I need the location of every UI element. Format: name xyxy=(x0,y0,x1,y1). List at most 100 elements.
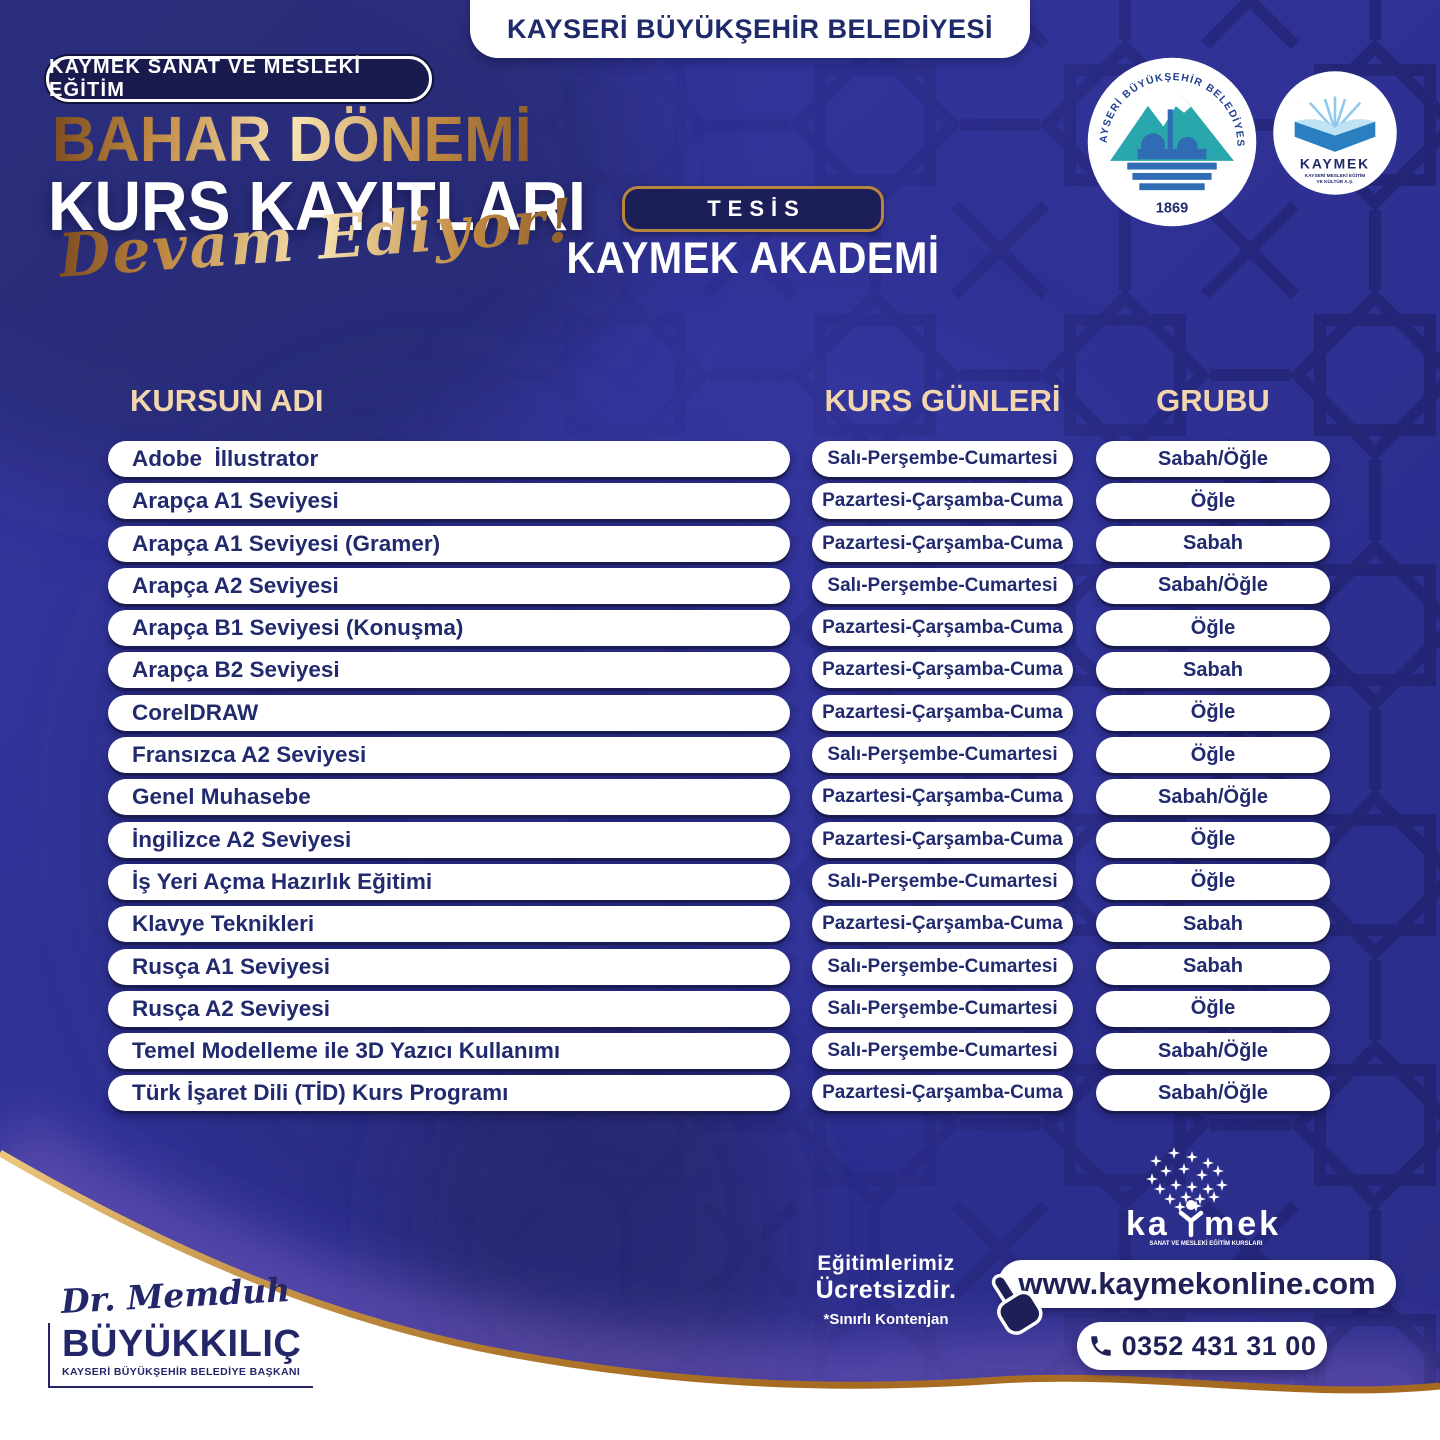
course-days: Pazartesi-Çarşamba-Cuma xyxy=(822,701,1063,723)
course-group-pill: Sabah/Öğle xyxy=(1096,567,1330,604)
course-group-pill: Sabah/Öğle xyxy=(1096,779,1330,816)
free-note-disclaimer: *Sınırlı Kontenjan xyxy=(823,1311,949,1328)
course-days-pill: Pazartesi-Çarşamba-Cuma xyxy=(812,906,1073,943)
course-days-pill: Pazartesi-Çarşamba-Cuma xyxy=(812,779,1073,816)
course-name: Fransızca A2 Seviyesi xyxy=(132,742,367,768)
course-days-pill: Pazartesi-Çarşamba-Cuma xyxy=(812,525,1073,562)
course-days-pill: Pazartesi-Çarşamba-Cuma xyxy=(812,483,1073,520)
mayor-role: KAYSERİ BÜYÜKŞEHİR BELEDİYE BAŞKANI xyxy=(62,1366,301,1378)
course-days: Salı-Perşembe-Cumartesi xyxy=(827,955,1058,977)
person-figure-icon xyxy=(1178,1200,1204,1238)
course-group-pill: Sabah/Öğle xyxy=(1096,441,1330,477)
wordmark-suffix: mek xyxy=(1204,1205,1281,1243)
course-group-pill: Öğle xyxy=(1096,483,1330,520)
course-name: Arapça A1 Seviyesi (Gramer) xyxy=(132,530,441,556)
course-group-pill: Sabah xyxy=(1096,652,1330,689)
course-name: Arapça A1 Seviyesi xyxy=(132,488,339,514)
course-name-pill: İngilizce A2 Seviyesi xyxy=(108,821,790,858)
kaymek-logo-subtitle2: VE KÜLTÜR A.Ş. xyxy=(1317,178,1354,185)
course-group: Sabah/Öğle xyxy=(1157,447,1269,470)
free-education-note: Eğitimlerimiz Ücretsizdir. *Sınırlı Kont… xyxy=(766,1252,1006,1328)
course-name-pill: Rusça A2 Seviyesi xyxy=(108,990,790,1027)
course-days: Salı-Perşembe-Cumartesi xyxy=(827,997,1058,1019)
wordmark-prefix: ka xyxy=(1126,1205,1170,1243)
course-name: Klavye Teknikleri xyxy=(132,911,315,937)
course-group-pill: Öğle xyxy=(1096,821,1330,858)
course-group-pill: Öğle xyxy=(1096,863,1330,900)
course-days: Salı-Perşembe-Cumartesi xyxy=(827,870,1058,892)
course-days: Pazartesi-Çarşamba-Cuma xyxy=(822,617,1063,639)
course-name-pill: Türk İşaret Dili (TİD) Kurs Programı xyxy=(108,1075,790,1112)
wordmark-tagline: SANAT VE MESLEKİ EĞİTİM KURSLARI xyxy=(1149,1239,1263,1247)
website-url: www.kaymekonline.com xyxy=(1018,1266,1376,1301)
mayor-name: BÜYÜKKILIÇ xyxy=(62,1323,302,1365)
table-row: Klavye Teknikleri Pazartesi-Çarşamba-Cum… xyxy=(0,906,1440,943)
facility-label-box: TESİS xyxy=(622,186,884,232)
course-group: Sabah xyxy=(1182,532,1244,555)
course-group: Sabah xyxy=(1182,912,1244,935)
table-row: Arapça A1 Seviyesi Pazartesi-Çarşamba-Cu… xyxy=(0,483,1440,520)
table-row: Rusça A1 Seviyesi Salı-Perşembe-Cumartes… xyxy=(0,948,1440,985)
course-name-pill: Genel Muhasebe xyxy=(108,779,790,816)
course-group: Sabah/Öğle xyxy=(1157,574,1269,597)
program-badge-text: KAYMEK SANAT VE MESLEKİ EĞİTİM xyxy=(49,56,362,101)
course-group: Öğle xyxy=(1190,701,1236,724)
course-group: Sabah/Öğle xyxy=(1157,1039,1269,1062)
course-group-pill: Öğle xyxy=(1096,737,1330,774)
hand-click-icon xyxy=(991,1273,1043,1335)
free-note-line2: Ücretsizdir. xyxy=(815,1276,957,1304)
course-days-pill: Salı-Perşembe-Cumartesi xyxy=(812,441,1073,477)
free-note-line1: Eğitimlerimiz xyxy=(817,1252,955,1275)
course-days: Salı-Perşembe-Cumartesi xyxy=(827,744,1058,766)
course-days-pill: Pazartesi-Çarşamba-Cuma xyxy=(812,694,1073,731)
course-name-pill: Arapça A1 Seviyesi (Gramer) xyxy=(108,525,790,562)
course-group: Öğle xyxy=(1190,743,1236,766)
course-name: Arapça B2 Seviyesi xyxy=(132,657,340,683)
facility-name: KAYMEK AKADEMİ xyxy=(566,234,940,284)
column-header-course: KURSUN ADI xyxy=(130,383,324,418)
table-row: Arapça A2 Seviyesi Salı-Perşembe-Cumarte… xyxy=(0,567,1440,604)
course-name: Adobe İllustrator xyxy=(132,446,319,471)
course-name: Rusça A1 Seviyesi xyxy=(132,953,331,979)
poster-title-line1: BAHAR DÖNEMİ xyxy=(52,103,532,175)
table-row: CorelDRAW Pazartesi-Çarşamba-Cuma Öğle xyxy=(0,694,1440,731)
website-pill: www.kaymekonline.com xyxy=(998,1260,1396,1308)
course-name-pill: Rusça A1 Seviyesi xyxy=(108,948,790,985)
course-group: Öğle xyxy=(1190,489,1236,512)
course-name-pill: Arapça B1 Seviyesi (Konuşma) xyxy=(108,610,790,647)
course-name-pill: Fransızca A2 Seviyesi xyxy=(108,737,790,774)
course-days-pill: Salı-Perşembe-Cumartesi xyxy=(812,990,1073,1027)
course-name-pill: Klavye Teknikleri xyxy=(108,906,790,943)
course-name: Rusça A2 Seviyesi xyxy=(132,995,331,1021)
course-days-pill: Salı-Perşembe-Cumartesi xyxy=(812,1033,1073,1070)
municipality-banner: KAYSERİ BÜYÜKŞEHİR BELEDİYESİ xyxy=(470,0,1030,58)
course-days-pill: Salı-Perşembe-Cumartesi xyxy=(812,737,1073,774)
course-group: Sabah xyxy=(1182,658,1244,681)
course-days: Salı-Perşembe-Cumartesi xyxy=(827,1040,1058,1062)
municipality-banner-text: KAYSERİ BÜYÜKŞEHİR BELEDİYESİ xyxy=(506,13,994,44)
course-group-pill: Sabah xyxy=(1096,525,1330,562)
poster-title-line2: KURS KAYITLARI xyxy=(48,167,586,245)
facility-label: TESİS xyxy=(707,196,806,221)
course-days: Salı-Perşembe-Cumartesi xyxy=(827,574,1058,596)
course-name: Türk İşaret Dili (TİD) Kurs Programı xyxy=(132,1080,509,1106)
course-group: Sabah/Öğle xyxy=(1157,1081,1269,1104)
kaymek-wordmark-logo: ka mek SANAT VE MESLEKİ EĞİTİM KURSLARI xyxy=(1126,1147,1281,1247)
kaymek-logo-rays xyxy=(1308,96,1362,132)
course-days: Pazartesi-Çarşamba-Cuma xyxy=(822,828,1063,850)
mayor-signature-block: Dr. Memduh BÜYÜKKILIÇ KAYSERİ BÜYÜKŞEHİR… xyxy=(48,1270,314,1388)
course-name-pill: Adobe İllustrator xyxy=(108,441,790,477)
course-name: Genel Muhasebe xyxy=(132,784,311,810)
course-days: Pazartesi-Çarşamba-Cuma xyxy=(822,532,1063,554)
course-name-pill: Arapça A2 Seviyesi xyxy=(108,567,790,604)
kaymek-logo-subtitle1: KAYSERİ MESLEKİ EĞİTİM xyxy=(1305,171,1365,179)
course-group-pill: Sabah xyxy=(1096,948,1330,985)
table-row: Arapça B2 Seviyesi Pazartesi-Çarşamba-Cu… xyxy=(0,652,1440,689)
phone-pill: 0352 431 31 00 xyxy=(1077,1322,1327,1370)
course-days-pill: Salı-Perşembe-Cumartesi xyxy=(812,863,1073,900)
table-row: Fransızca A2 Seviyesi Salı-Perşembe-Cuma… xyxy=(0,737,1440,774)
course-days: Salı-Perşembe-Cumartesi xyxy=(827,448,1058,469)
course-name-pill: Temel Modelleme ile 3D Yazıcı Kullanımı xyxy=(108,1033,790,1070)
course-group-pill: Sabah xyxy=(1096,906,1330,943)
course-days: Pazartesi-Çarşamba-Cuma xyxy=(822,1082,1063,1104)
